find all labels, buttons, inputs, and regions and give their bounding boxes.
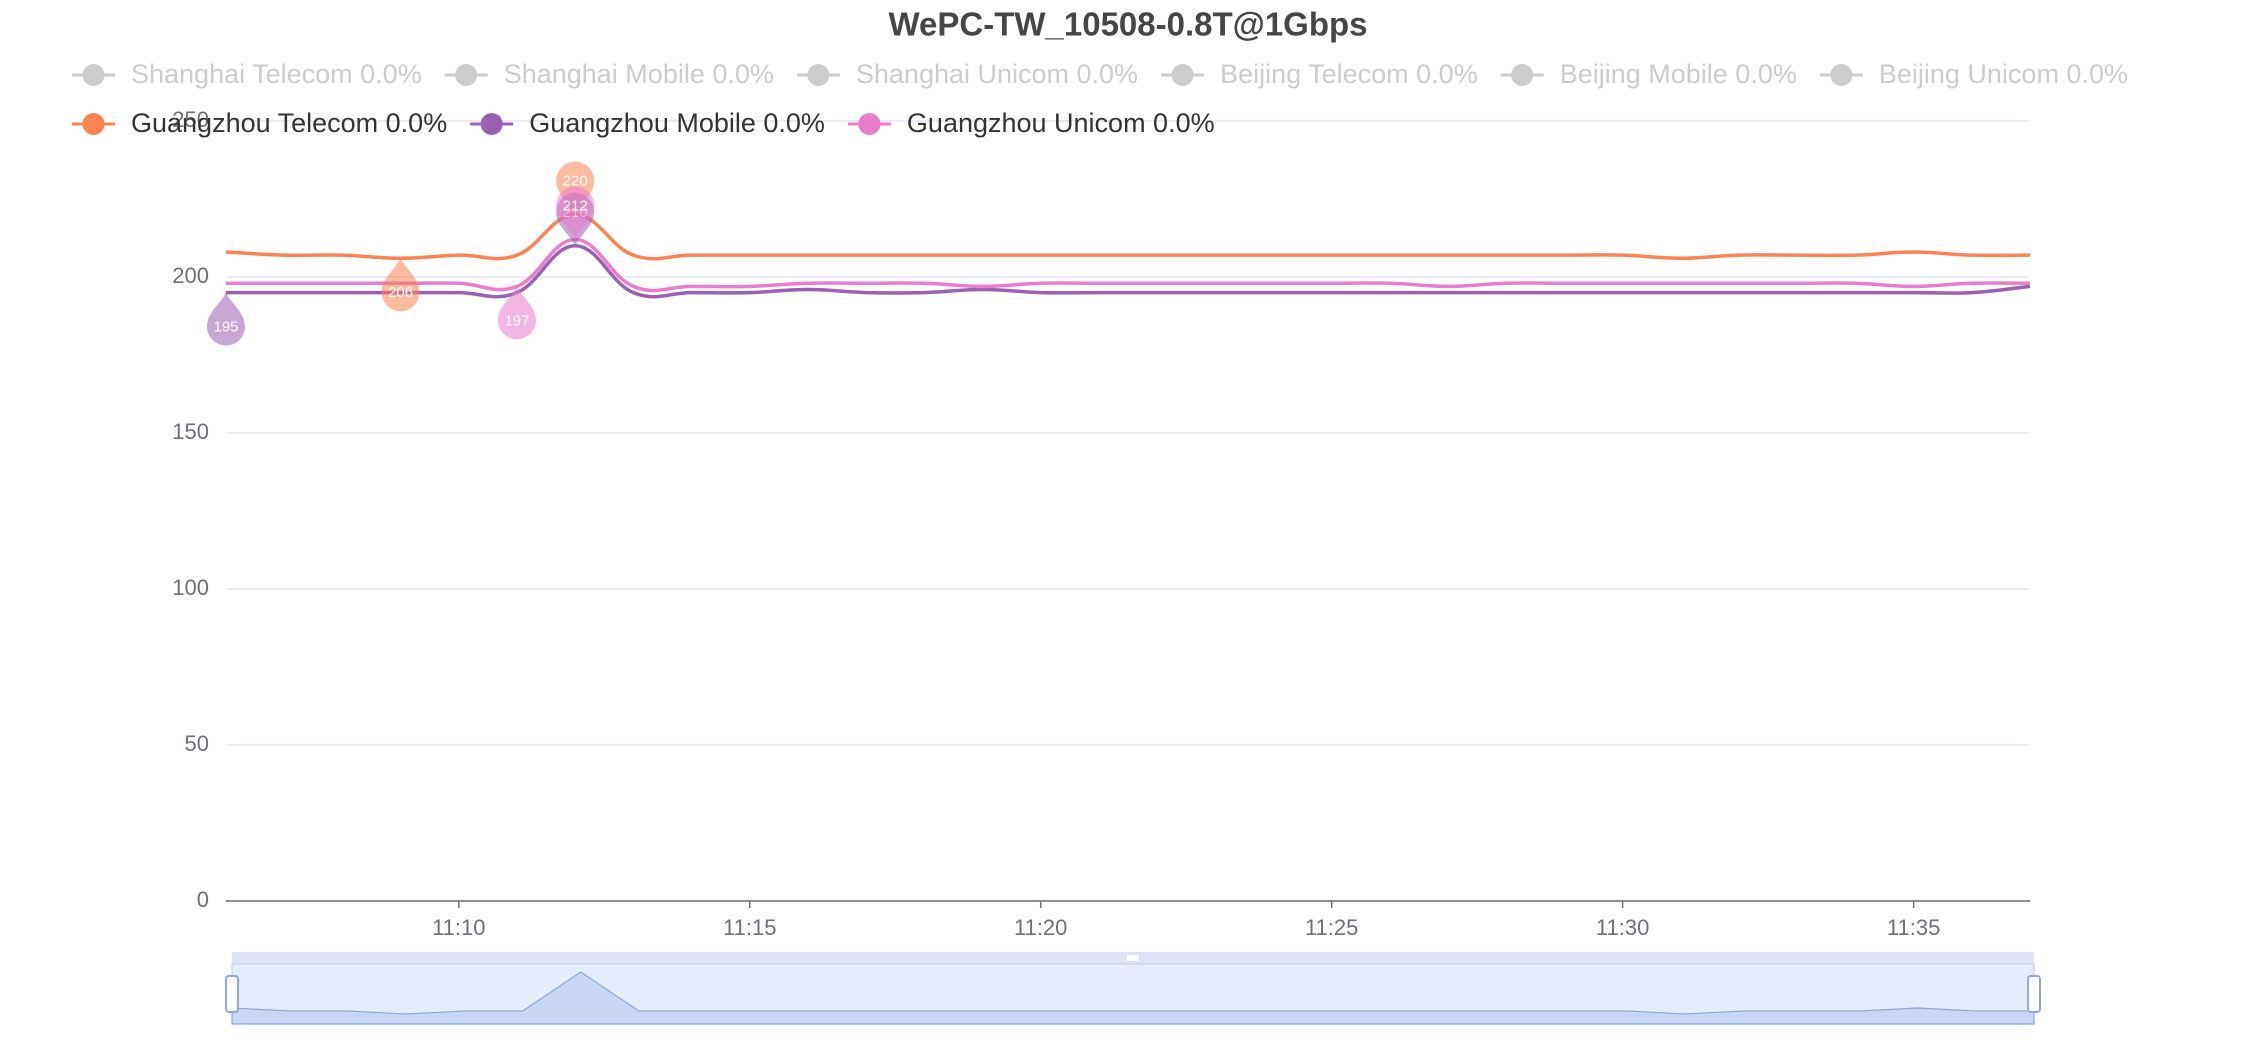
- series-line: [225, 212, 2031, 261]
- x-tick-label: 11:20: [1014, 915, 1067, 940]
- legend-icon-dot: [1171, 64, 1194, 86]
- pin: [556, 186, 595, 240]
- legend-icon-dot: [480, 113, 503, 135]
- x-tick-label: 11:35: [1887, 915, 1940, 940]
- legend-item[interactable]: Beijing Unicom 0.0%: [1819, 59, 2128, 89]
- slider-grip[interactable]: [1127, 955, 1139, 961]
- legend-icon-dot: [858, 113, 881, 135]
- legend-item[interactable]: Guangzhou Telecom 0.0%: [72, 108, 447, 138]
- pin-label: 220: [563, 173, 588, 190]
- y-tick-label: 0: [197, 887, 209, 912]
- legend-item[interactable]: Shanghai Unicom 0.0%: [796, 59, 1138, 89]
- legend-text: Shanghai Unicom 0.0%: [856, 59, 1138, 89]
- x-tick-label: 11:25: [1305, 915, 1358, 940]
- legend-text: Shanghai Telecom 0.0%: [131, 59, 422, 89]
- legend-item[interactable]: Shanghai Mobile 0.0%: [444, 59, 774, 89]
- pin-label: 197: [504, 312, 529, 329]
- legend-item[interactable]: Beijing Telecom 0.0%: [1161, 59, 1478, 89]
- legend-item[interactable]: Beijing Mobile 0.0%: [1500, 59, 1797, 89]
- legend-icon-dot: [1830, 64, 1853, 86]
- legend-text: Beijing Telecom 0.0%: [1220, 59, 1478, 89]
- series-line: [226, 237, 2031, 293]
- x-tick-label: 11:10: [432, 915, 485, 940]
- marker-pin: [556, 186, 595, 240]
- legend-text: Beijing Unicom 0.0%: [1879, 59, 2128, 89]
- y-tick-label: 200: [172, 263, 209, 288]
- slider-handle[interactable]: [2027, 975, 2041, 1013]
- marker-pin: [497, 286, 536, 340]
- legend-text: Guangzhou Unicom 0.0%: [907, 108, 1215, 138]
- y-tick-label: 150: [172, 419, 209, 444]
- y-tick-label: 250: [172, 107, 209, 132]
- legend-icon-dot: [82, 64, 105, 86]
- marker-pin: [381, 258, 420, 312]
- x-tick-label: 11:30: [1596, 915, 1649, 940]
- legend-item[interactable]: Guangzhou Unicom 0.0%: [847, 108, 1215, 138]
- pin-label: 206: [388, 284, 413, 301]
- pin: [207, 292, 245, 346]
- legend-text: Guangzhou Telecom 0.0%: [131, 108, 447, 138]
- legend-item[interactable]: Guangzhou Mobile 0.0%: [470, 108, 825, 138]
- pin: [497, 286, 536, 340]
- y-tick-label: 50: [185, 731, 209, 756]
- legend-icon-dot: [807, 64, 830, 86]
- chart-title: WePC-TW_10508-0.8T@1Gbps: [888, 6, 1367, 43]
- slider-handle[interactable]: [225, 975, 239, 1013]
- legend-icon-dot: [1511, 64, 1534, 86]
- legend-icon-dot: [82, 113, 105, 135]
- legend-text: Guangzhou Mobile 0.0%: [529, 108, 825, 138]
- y-tick-label: 100: [172, 575, 209, 600]
- legend-item[interactable]: Shanghai Telecom 0.0%: [72, 59, 422, 89]
- legend-text: Beijing Mobile 0.0%: [1560, 59, 1797, 89]
- pin-label: 195: [213, 319, 238, 336]
- marker-pin: [207, 292, 245, 346]
- slider-preview: [231, 971, 2035, 1025]
- pin: [381, 258, 420, 312]
- legend-text: Shanghai Mobile 0.0%: [504, 59, 774, 89]
- legend-icon-dot: [455, 64, 478, 86]
- series-line: [225, 244, 2031, 299]
- x-tick-label: 11:15: [723, 915, 776, 940]
- pin-label: 212: [563, 198, 588, 215]
